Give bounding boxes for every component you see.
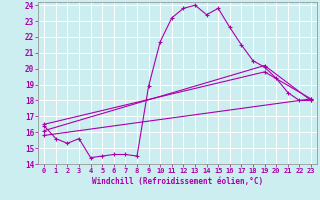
X-axis label: Windchill (Refroidissement éolien,°C): Windchill (Refroidissement éolien,°C)	[92, 177, 263, 186]
